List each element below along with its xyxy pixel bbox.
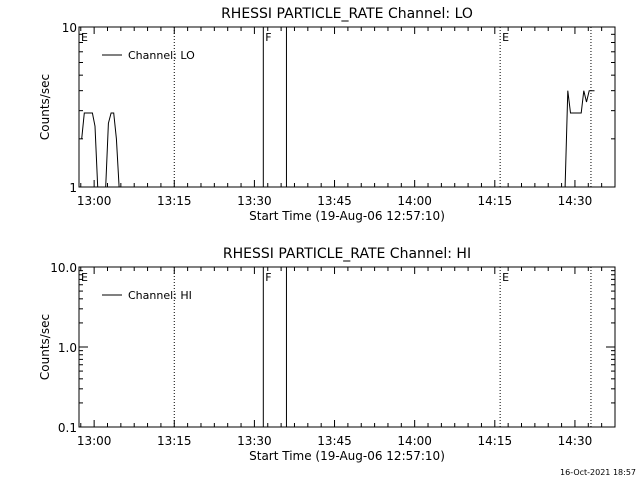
x-tick-label: 14:15 — [478, 434, 513, 448]
x-tick-label: 14:00 — [397, 434, 432, 448]
y-tick-label: 10.0 — [50, 261, 77, 275]
y-axis-label: Counts/sec — [38, 74, 52, 140]
timestamp-stamp: 16-Oct-2021 18:57 — [560, 468, 636, 477]
series-line-lo — [81, 90, 595, 188]
event-label: E — [81, 31, 88, 44]
x-tick-label: 14:15 — [478, 194, 513, 208]
y-axis-label: Counts/sec — [38, 314, 52, 380]
x-tick-label: 14:00 — [397, 194, 432, 208]
x-tick-label: 13:00 — [77, 434, 112, 448]
x-axis-label: Start Time (19-Aug-06 12:57:10) — [249, 449, 445, 463]
x-tick-label: 13:45 — [317, 434, 352, 448]
y-tick-label: 10 — [62, 21, 77, 35]
chart-title: RHESSI PARTICLE_RATE Channel: LO — [221, 6, 473, 22]
x-tick-label: 13:00 — [77, 194, 112, 208]
event-label: F — [265, 31, 271, 44]
x-tick-label: 13:15 — [157, 434, 192, 448]
x-axis-label: Start Time (19-Aug-06 12:57:10) — [249, 209, 445, 223]
event-label: E — [502, 31, 509, 44]
chart-panel-lo: RHESSI PARTICLE_RATE Channel: LO 13:00 13:… — [38, 6, 616, 223]
chart-panel-hi: RHESSI PARTICLE_RATE Channel: HI 13:00 13:… — [38, 246, 616, 463]
x-tick-label: 13:30 — [237, 194, 272, 208]
y-tick-label: 1.0 — [58, 341, 77, 355]
x-tick-label: 13:45 — [317, 194, 352, 208]
event-label: F — [265, 271, 271, 284]
y-tick-label: 0.1 — [58, 421, 77, 435]
x-tick-label: 14:30 — [558, 434, 593, 448]
x-tick-label: 14:30 — [558, 194, 593, 208]
event-label: E — [502, 271, 509, 284]
x-tick-label: 13:30 — [237, 434, 272, 448]
legend-entry: Channel: LO — [128, 49, 195, 62]
event-label: E — [81, 271, 88, 284]
x-tick-label: 13:15 — [157, 194, 192, 208]
legend-entry: Channel: HI — [128, 289, 192, 302]
y-tick-label: 1 — [69, 181, 77, 195]
chart-title: RHESSI PARTICLE_RATE Channel: HI — [223, 246, 471, 262]
